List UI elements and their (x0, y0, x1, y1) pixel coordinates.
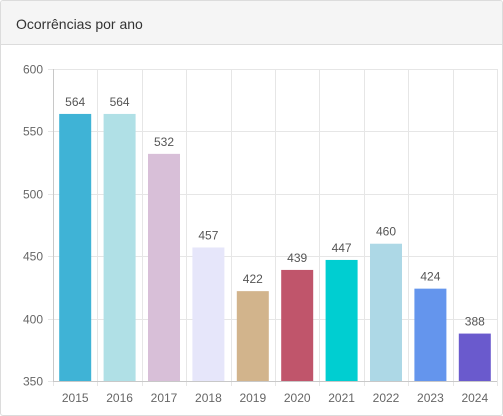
panel-header: Ocorrências por ano (1, 1, 502, 45)
data-label-2024: 388 (465, 315, 485, 329)
y-tick-label: 400 (23, 313, 43, 327)
y-tick-label: 350 (23, 375, 43, 389)
data-label-2023: 424 (420, 270, 440, 284)
data-label-2018: 457 (198, 228, 218, 242)
bar-2019[interactable] (236, 291, 269, 381)
data-label-2021: 447 (332, 241, 352, 255)
x-tick-label-2018: 2018 (195, 391, 222, 405)
bar-2020[interactable] (281, 269, 314, 381)
data-label-2015: 564 (65, 95, 85, 109)
bar-2016[interactable] (103, 113, 136, 381)
x-tick-label-2023: 2023 (417, 391, 444, 405)
data-label-2019: 422 (243, 272, 263, 286)
bar-2015[interactable] (59, 113, 92, 381)
x-tick-label-2017: 2017 (151, 391, 178, 405)
x-tick-label-2022: 2022 (373, 391, 400, 405)
x-tick-label-2015: 2015 (62, 391, 89, 405)
bar-2022[interactable] (370, 243, 402, 381)
x-tick-label-2019: 2019 (239, 391, 266, 405)
y-tick-label: 450 (23, 250, 43, 264)
bar-2024[interactable] (458, 333, 491, 381)
x-tick-label-2020: 2020 (284, 391, 311, 405)
panel-title: Ocorrências por ano (16, 16, 143, 32)
bar-2017[interactable] (148, 153, 180, 381)
y-tick-label: 550 (23, 125, 43, 139)
data-label-2016: 564 (110, 95, 130, 109)
y-tick-label: 600 (23, 63, 43, 77)
x-tick-label-2021: 2021 (328, 391, 355, 405)
data-label-2022: 460 (376, 225, 396, 239)
y-tick-label: 500 (23, 188, 43, 202)
data-label-2020: 439 (287, 251, 307, 265)
bar-2018[interactable] (192, 247, 225, 381)
bar-2023[interactable] (414, 288, 447, 381)
x-tick-label-2024: 2024 (461, 391, 488, 405)
data-label-2017: 532 (154, 135, 174, 149)
x-tick-label-2016: 2016 (106, 391, 133, 405)
bar-2021[interactable] (325, 259, 358, 381)
